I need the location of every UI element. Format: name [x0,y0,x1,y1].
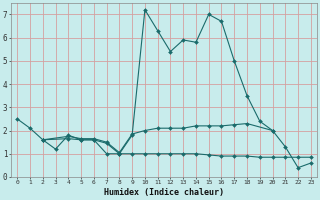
X-axis label: Humidex (Indice chaleur): Humidex (Indice chaleur) [104,188,224,197]
